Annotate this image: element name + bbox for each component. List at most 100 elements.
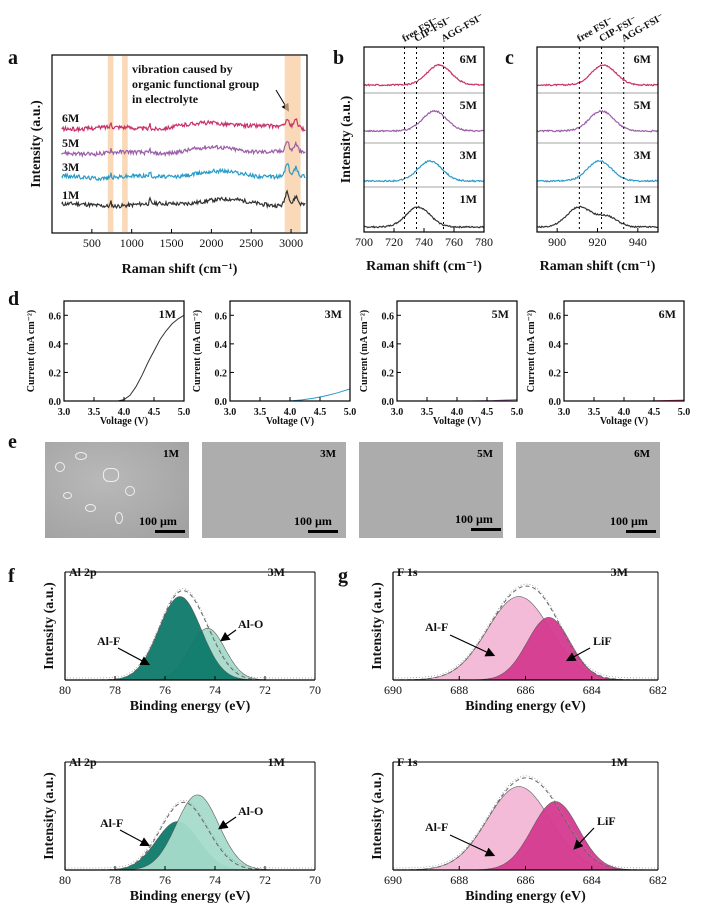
x-axis-label: Binding energy (eV)	[130, 889, 251, 904]
x-tick-label: 1500	[160, 236, 184, 250]
x-tick-label: 4.0	[618, 407, 631, 418]
y-tick-label: 0.0	[215, 397, 228, 408]
x-tick-label: 5.0	[178, 407, 191, 418]
component-label-LiF: LiF	[597, 814, 616, 828]
series-line-5M	[61, 140, 306, 159]
component-arrow	[220, 629, 237, 642]
series-label-5M: 5M	[460, 98, 477, 112]
x-tick-label: 3.0	[558, 407, 571, 418]
scale-bar-label: 100 µm	[294, 514, 332, 528]
y-tick-label: 0.4	[549, 340, 562, 351]
series-label-3M: 3M	[62, 160, 79, 174]
panel-label-e: e	[8, 431, 17, 453]
x-tick-label: 3.5	[421, 407, 434, 418]
chart-a-raman-wide: 1M 3M 5M 6M 500 1000 1500 2000 2500 3000 Raman shi…	[29, 54, 308, 277]
component-label-Al-O: Al-O	[238, 617, 263, 631]
x-tick-label: 72	[259, 683, 271, 697]
component-Al-O	[65, 794, 315, 871]
component-label-Al-F: Al-F	[97, 634, 120, 648]
chart-d-lsv: 1M 3.0 3.5 4.0 4.5 5.0 0.0 0.2 0.4 0.6 Voltage (V)…	[26, 300, 691, 427]
sem-label: 6M	[634, 448, 650, 460]
x-tick-label: 686	[517, 683, 535, 697]
x-tick-label: 690	[384, 873, 402, 887]
x-tick-label: 5.0	[678, 407, 691, 418]
y-tick-label: 0.4	[382, 340, 395, 351]
component-label-Al-O: Al-O	[238, 804, 263, 818]
y-tick-label: 0.4	[49, 340, 62, 351]
x-tick-label: 3.0	[391, 407, 404, 418]
series-label-5M: 5M	[634, 98, 651, 112]
panel-label-f: f	[8, 565, 15, 587]
x-tick-label: 80	[59, 683, 71, 697]
series-label-5M: 5M	[492, 307, 509, 321]
y-tick-label: 0.2	[382, 368, 395, 379]
scale-bar-label: 100 µm	[455, 512, 493, 526]
x-axis-label: Voltage (V)	[600, 416, 648, 427]
highlight-band	[122, 56, 128, 232]
x-tick-label: 4.5	[314, 407, 327, 418]
x-tick-label: 682	[649, 683, 667, 697]
component-arrow	[218, 816, 237, 830]
x-tick-label: 70	[309, 873, 321, 887]
annotation-line-2: organic functional group	[132, 77, 259, 91]
x-tick-label: 686	[517, 873, 535, 887]
spectrum-title: Al 2p	[69, 755, 97, 769]
x-tick-label: 682	[649, 873, 667, 887]
x-tick-label: 3000	[279, 236, 303, 250]
sem-label: 3M	[320, 448, 336, 460]
component-arrow	[449, 634, 496, 657]
x-axis-label: Binding energy (eV)	[465, 699, 586, 714]
x-tick-label: 700	[355, 235, 373, 249]
series-line-3M	[537, 159, 659, 183]
x-axis-label: Binding energy (eV)	[130, 699, 251, 714]
series-line-1M	[364, 205, 485, 229]
series-line-5M	[363, 109, 484, 133]
series-label-6M: 6M	[659, 307, 676, 321]
panel-label-c: c	[505, 47, 514, 69]
series-line-6M	[61, 118, 306, 134]
x-tick-label: 3.0	[58, 407, 71, 418]
sem-image-5M: 5M 100 µm	[359, 442, 503, 538]
x-tick-label: 940	[629, 235, 647, 249]
y-axis-label: Intensity (a.u.)	[339, 95, 354, 183]
highlight-band	[107, 56, 114, 232]
scale-bar-label: 100 µm	[139, 514, 177, 528]
raw-data-line	[393, 583, 658, 679]
y-axis-label: Intensity (a.u.)	[42, 582, 57, 670]
fit-envelope	[65, 590, 315, 681]
series-line-3M	[61, 162, 306, 182]
series-label-1M: 1M	[634, 192, 651, 206]
x-tick-label: 76	[159, 683, 171, 697]
x-axis-label: Voltage (V)	[433, 416, 481, 427]
x-tick-label: 690	[384, 683, 402, 697]
y-axis-label: Current (mA cm⁻²)	[26, 310, 37, 393]
series-label-6M: 6M	[460, 52, 477, 66]
x-tick-label: 3.0	[224, 407, 237, 418]
x-tick-label: 5.0	[511, 407, 524, 418]
series-label-3M: 3M	[325, 307, 342, 321]
sem-image-6M: 6M 100 µm	[516, 442, 660, 538]
x-tick-label: 688	[450, 873, 468, 887]
spectrum-title: F 1s	[397, 755, 418, 769]
x-tick-label: 4.0	[451, 407, 464, 418]
series-line-1M	[64, 314, 185, 402]
x-tick-label: 4.5	[148, 407, 161, 418]
chart-f-xps-al2p: 80 78 76 74 72 70 Al 2p 3M Binding energy (eV) In…	[42, 565, 321, 904]
x-tick-label: 74	[209, 873, 221, 887]
y-axis-label: Current (mA cm⁻²)	[192, 310, 203, 393]
series-line-3M	[363, 159, 485, 183]
series-label-1M: 1M	[159, 307, 176, 321]
component-arrow	[565, 647, 591, 662]
component-label-Al-F: Al-F	[425, 620, 448, 634]
x-axis-label: Raman shift (cm⁻¹)	[366, 259, 482, 274]
component-label-LiF: LiF	[593, 634, 612, 648]
series-label-6M: 6M	[634, 52, 651, 66]
sem-label: 1M	[163, 448, 179, 460]
panel-label-d: d	[8, 288, 19, 310]
component-arrow	[119, 829, 151, 847]
x-tick-label: 3.5	[254, 407, 267, 418]
scale-bar	[308, 530, 338, 533]
y-axis-label: Intensity (a.u.)	[370, 582, 385, 670]
x-tick-label: 80	[59, 873, 71, 887]
